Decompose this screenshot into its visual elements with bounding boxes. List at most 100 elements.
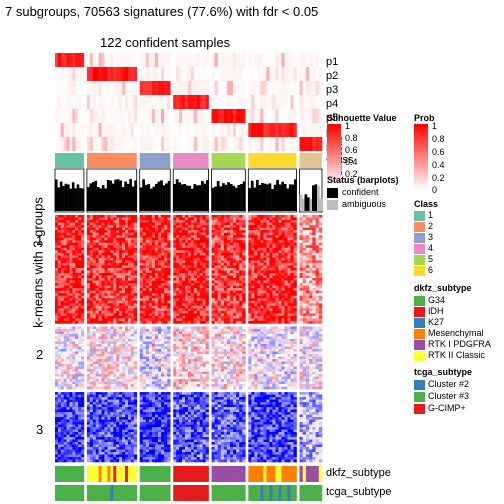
heat-cell: [293, 313, 297, 317]
heat-cell: [57, 379, 62, 382]
heat-cell: [69, 273, 73, 276]
heat-cell: [182, 220, 186, 223]
heat-cell: [182, 283, 186, 286]
heat-cell: [81, 320, 85, 324]
heat-cell: [151, 313, 156, 317]
prob-cell: [154, 67, 159, 81]
heat-cell: [89, 215, 94, 218]
heat-cell: [239, 313, 243, 317]
heat-cell: [92, 285, 97, 289]
heat-cell: [299, 273, 304, 276]
prob-cell: [63, 81, 67, 95]
heat-cell: [205, 215, 209, 218]
heat-cell: [179, 247, 183, 251]
heat-cell: [69, 315, 73, 319]
heat-cell: [124, 349, 129, 352]
heat-cell: [113, 328, 117, 332]
heat-cell: [69, 320, 73, 324]
heat-cell: [257, 215, 261, 218]
heat-cell: [275, 227, 279, 231]
heat-cell: [176, 283, 180, 286]
heat-cell: [130, 262, 135, 266]
prob-cell: [211, 67, 215, 81]
heat-cell: [176, 280, 180, 284]
heat-cell: [290, 300, 294, 304]
heat-cell: [248, 225, 252, 228]
prob-cell: [293, 67, 297, 81]
heat-cell: [161, 298, 165, 302]
heat-cell: [55, 265, 59, 269]
heat-cell: [251, 270, 255, 274]
heat-cell: [122, 379, 126, 382]
heat-cell: [217, 313, 222, 317]
heat-cell: [260, 290, 264, 294]
heat-cell: [214, 318, 219, 322]
silhouette-bar: [232, 185, 236, 211]
heat-cell: [57, 313, 62, 317]
heat-cell: [260, 305, 264, 309]
heat-cell: [98, 361, 102, 365]
heat-cell: [98, 295, 102, 299]
heat-cell: [167, 333, 171, 337]
prob-cell: [199, 81, 203, 95]
heat-cell: [154, 320, 159, 324]
heat-cell: [113, 369, 117, 372]
heat-cell: [113, 220, 117, 223]
heat-cell: [66, 255, 70, 259]
heat-cell: [89, 237, 94, 241]
heat-cell: [60, 354, 64, 357]
heat-cell: [55, 235, 59, 238]
heat-cell: [69, 376, 73, 380]
heat-cell: [318, 270, 323, 274]
heat-cell: [217, 270, 222, 274]
heat-cell: [101, 265, 105, 269]
heat-cell: [167, 310, 171, 314]
heat-cell: [217, 220, 222, 223]
heat-cell: [158, 232, 162, 236]
silhouette-bar: [119, 180, 122, 211]
heat-cell: [193, 285, 198, 289]
heat-cell: [116, 361, 120, 365]
prob-cell: [266, 109, 270, 123]
heat-cell: [164, 333, 168, 337]
heat-cell: [158, 298, 162, 302]
heat-cell: [217, 283, 222, 286]
heat-cell: [92, 359, 97, 362]
heat-cell: [66, 369, 70, 372]
heat-cell: [199, 265, 203, 269]
heat-cell: [287, 227, 291, 231]
heat-cell: [98, 278, 102, 281]
prob-cell: [176, 81, 180, 95]
heat-cell: [164, 298, 168, 302]
heat-cell: [130, 235, 135, 238]
heat-cell: [60, 346, 64, 350]
heat-cell: [122, 245, 126, 249]
heat-cell: [281, 242, 285, 246]
heat-cell: [202, 242, 206, 246]
heat-cell: [110, 293, 114, 297]
heat-cell: [309, 220, 313, 223]
heat-cell: [86, 293, 91, 297]
heat-cell: [101, 242, 105, 246]
heat-cell: [185, 305, 189, 309]
heat-cell: [127, 267, 132, 271]
heat-cell: [101, 220, 105, 223]
heat-cell: [154, 300, 159, 304]
prob-cell: [233, 137, 237, 151]
heat-cell: [161, 222, 165, 226]
heat-cell: [302, 290, 307, 294]
heat-cell: [167, 305, 171, 309]
heat-cell: [81, 341, 85, 345]
heat-cell: [185, 303, 189, 307]
heat-cell: [148, 230, 153, 233]
heat-cell: [239, 257, 243, 261]
heat-cell: [110, 215, 114, 218]
heat-cell: [167, 230, 171, 233]
heat-cell: [133, 308, 138, 312]
heat-cell: [309, 225, 313, 228]
heat-cell: [205, 262, 209, 266]
prob-cell: [55, 81, 59, 95]
heat-cell: [107, 384, 111, 387]
prob-cell: [148, 123, 153, 137]
heat-cell: [318, 247, 323, 251]
